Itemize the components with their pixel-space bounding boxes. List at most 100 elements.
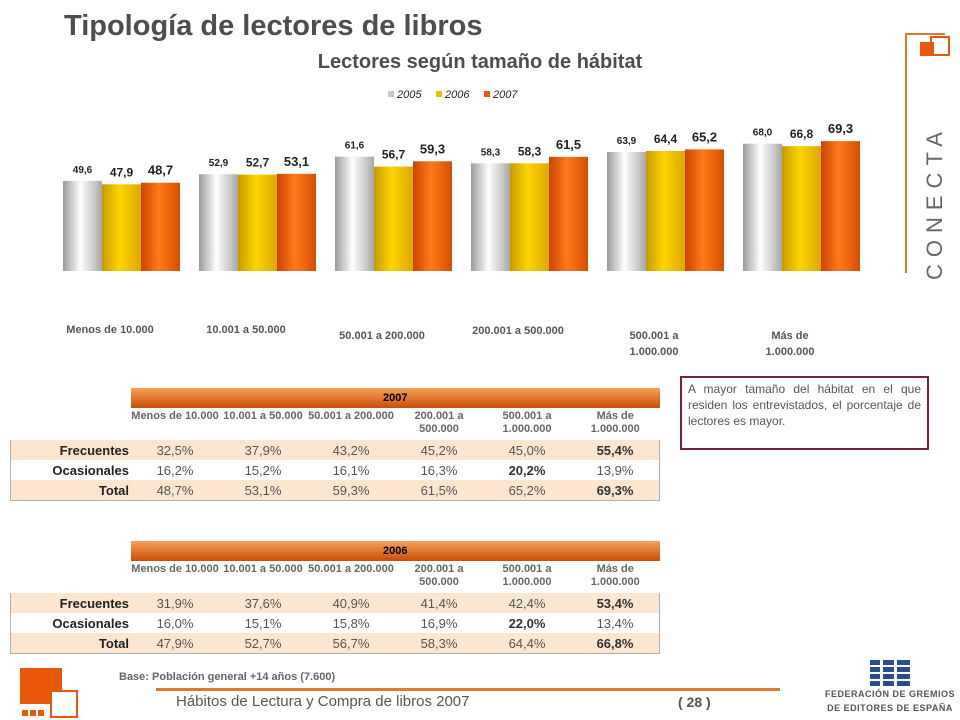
bar-2006-4 [646, 151, 685, 271]
federacion-logo-icon [870, 660, 910, 686]
bar-2007-1 [277, 173, 316, 271]
data-label-2007-2: 59,3 [420, 141, 445, 156]
bar-2005-1 [199, 174, 238, 271]
table-cell: 16,0% [131, 613, 219, 633]
bar-2005-2 [335, 156, 374, 271]
conecta-logo: CONECTA [900, 30, 960, 280]
table-cell: 65,2% [483, 480, 571, 501]
footer-text: Hábitos de Lectura y Compra de libros 20… [176, 693, 470, 710]
bars-group [63, 141, 860, 271]
data-label-2007-3: 61,5 [556, 137, 581, 152]
data-label-2006-1: 52,7 [246, 156, 270, 170]
row-label: Frecuentes [10, 593, 131, 613]
table-cell: 16,9% [395, 613, 483, 633]
table-cell: 64,4% [483, 633, 571, 654]
data-label-2006-4: 64,4 [654, 132, 678, 146]
x-axis-label-3: 200.001 a 500.000 [472, 325, 564, 337]
table-row: Total 48,7% 53,1% 59,3% 61,5% 65,2% 69,3% [10, 480, 660, 501]
legend-swatch-2005 [388, 91, 394, 97]
x-axis-label-4: 500.001 a 1.000.000 [629, 330, 679, 358]
column-header-1: 10.001 a 50.000 [223, 563, 303, 575]
bar-chart: 2005 2006 2007 49,6 52,9 61,6 58,3 63,9 68,0 47,… [63, 89, 860, 271]
table-row: Frecuentes 31,9% 37,6% 40,9% 41,4% 42,4% 53,4% [10, 593, 660, 613]
bar-2006-5 [782, 146, 821, 271]
table-corner [10, 388, 131, 408]
data-label-2006-2: 56,7 [382, 148, 406, 162]
legend-swatch-2007 [484, 91, 490, 97]
table-cell: 55,4% [571, 440, 660, 460]
column-header-0: Menos de 10.000 [131, 563, 219, 575]
data-label-2005-5: 68,0 [753, 128, 773, 139]
bar-2007-4 [685, 149, 724, 271]
legend-label-2007: 2007 [492, 89, 518, 101]
bar-2006-3 [510, 163, 549, 271]
table-cell: 47,9% [131, 633, 219, 654]
data-label-2006-5: 66,8 [790, 127, 814, 141]
table-cell: 15,2% [219, 460, 307, 480]
bar-2007-2 [413, 161, 452, 271]
chart-legend: 2005 2006 2007 [388, 89, 518, 101]
row-label: Total [10, 633, 131, 654]
conecta-logo-text: CONECTA [922, 125, 947, 280]
data-labels-group: 49,6 52,9 61,6 58,3 63,9 68,0 47,9 52,7 56,7 58,3… [73, 121, 853, 179]
table-cell: 52,7% [219, 633, 307, 654]
table-cell: 61,5% [395, 480, 483, 501]
table-corner-2 [11, 561, 132, 593]
table-cell: 41,4% [395, 593, 483, 613]
x-axis-label-1: 10.001 a 50.000 [206, 324, 286, 336]
table-cell: 45,0% [483, 440, 571, 460]
column-header-4: 500.001 a 1.000.000 [502, 410, 552, 435]
column-header-1: 10.001 a 50.000 [223, 410, 303, 422]
legend-label-2006: 2006 [444, 89, 470, 101]
table-cell: 16,2% [131, 460, 219, 480]
table-year-header: 2007 [131, 388, 660, 408]
data-label-2005-3: 58,3 [481, 147, 501, 158]
table-cell: 45,2% [395, 440, 483, 460]
bar-2007-3 [549, 156, 588, 271]
table-row: Total 47,9% 52,7% 56,7% 58,3% 64,4% 66,8% [10, 633, 660, 654]
data-label-2007-0: 48,7 [148, 163, 173, 178]
table-cell: 48,7% [131, 480, 219, 501]
bar-2005-3 [471, 163, 510, 271]
corner-logo-icon [20, 668, 80, 720]
table-cell: 53,4% [571, 593, 660, 613]
table-corner-2 [11, 408, 132, 440]
legend-swatch-2006 [436, 91, 442, 97]
table-cell: 56,7% [307, 633, 395, 654]
page-number: ( 28 ) [678, 694, 711, 710]
table-2007: 2007 Menos de 10.000 10.001 a 50.000 50.001… [10, 388, 660, 501]
chart-subtitle: Lectores según tamaño de hábitat [317, 51, 643, 73]
bar-2007-0 [141, 182, 180, 271]
data-label-2007-4: 65,2 [692, 129, 717, 144]
x-axis-label-5: Más de 1.000.000 [765, 330, 815, 358]
x-axis-label-2: 50.001 a 200.000 [339, 330, 425, 342]
table-cell: 20,2% [483, 460, 571, 480]
table-cell: 42,4% [483, 593, 571, 613]
bar-2006-1 [238, 174, 277, 271]
x-axis-label-0: Menos de 10.000 [66, 324, 154, 336]
base-note: Base: Población general +14 años (7.600) [119, 671, 336, 683]
data-label-2005-2: 61,6 [345, 141, 365, 152]
column-header-3: 200.001 a 500.000 [414, 410, 464, 435]
page-title: Tipología de lectores de libros [64, 10, 483, 42]
table-row: Ocasionales 16,0% 15,1% 15,8% 16,9% 22,0% 13,4… [10, 613, 660, 633]
table-cell: 13,4% [571, 613, 660, 633]
table-2006: 2006 Menos de 10.000 10.001 a 50.000 50.001… [10, 541, 660, 654]
table-cell: 37,9% [219, 440, 307, 460]
bar-2006-2 [374, 166, 413, 271]
column-header-5: Más de 1.000.000 [590, 563, 640, 588]
footer-divider [156, 688, 780, 691]
bar-2005-4 [607, 152, 646, 271]
table-cell: 13,9% [571, 460, 660, 480]
table-cell: 58,3% [395, 633, 483, 654]
table-cell: 40,9% [307, 593, 395, 613]
table-cell: 43,2% [307, 440, 395, 460]
table-cell: 37,6% [219, 593, 307, 613]
table-year-header: 2006 [131, 541, 660, 561]
table-cell: 53,1% [219, 480, 307, 501]
column-header-2: 50.001 a 200.000 [308, 410, 394, 422]
legend-label-2005: 2005 [396, 89, 422, 101]
data-label-2005-0: 49,6 [73, 165, 93, 176]
federacion-text-line2: DE EDITORES DE ESPAÑA [827, 703, 953, 713]
data-label-2005-1: 52,9 [209, 158, 229, 169]
